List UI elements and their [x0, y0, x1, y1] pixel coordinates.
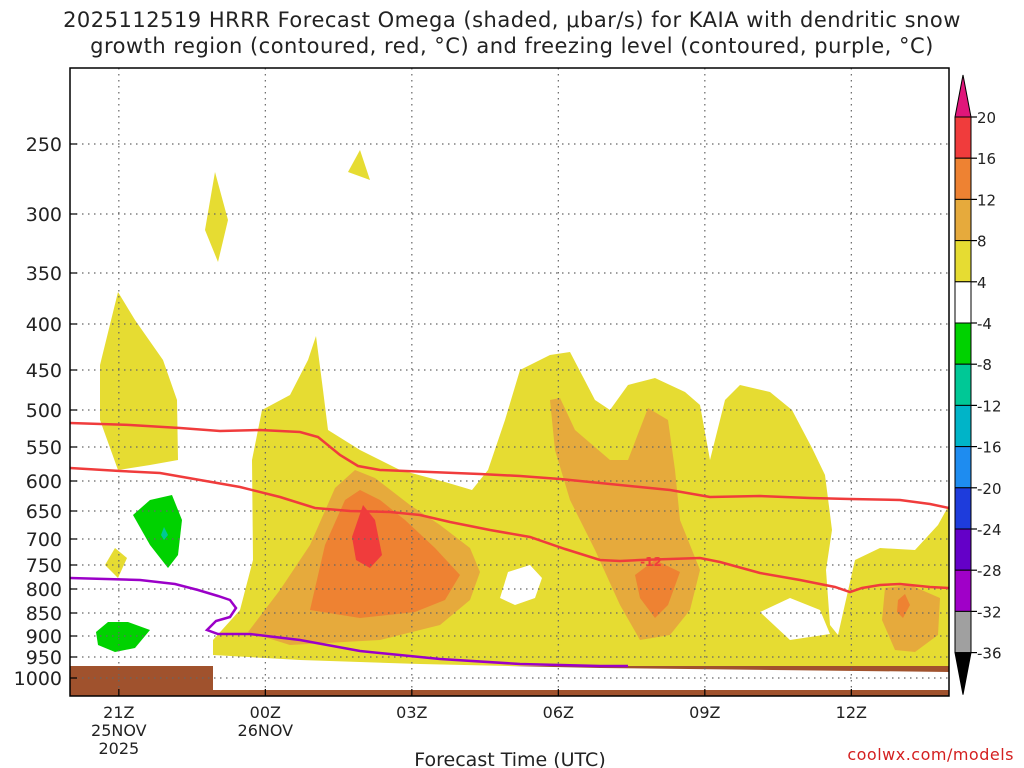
- y-tick-label: 550: [26, 437, 62, 459]
- x-tick-date: 25NOV: [91, 721, 147, 740]
- y-tick-label: 250: [26, 134, 62, 156]
- x-tick-label: 06Z: [543, 703, 574, 722]
- y-tick-label: 300: [26, 204, 62, 226]
- colorbar-swatch: [954, 322, 972, 365]
- colorbar-swatch: [954, 281, 972, 324]
- y-tick-label: 750: [26, 555, 62, 577]
- colorbar-label: 16: [977, 150, 996, 168]
- omega-teal-spot: [161, 527, 168, 540]
- colorbar-top-arrow: [954, 74, 972, 118]
- y-tick-label: 850: [26, 603, 62, 625]
- colorbar-label: -20: [977, 480, 1002, 498]
- colorbar-label: -36: [977, 645, 1002, 663]
- colorbar-swatch: [954, 240, 972, 283]
- x-tick-label: 12Z: [836, 703, 867, 722]
- colorbar-swatch: [954, 198, 972, 242]
- chart-title-line1: 2025112519 HRRR Forecast Omega (shaded, …: [63, 8, 961, 32]
- x-tick-year: 2025: [98, 739, 139, 758]
- chart-title-line2: growth region (contoured, red, °C) and f…: [90, 34, 934, 58]
- x-tick-date: 26NOV: [238, 721, 294, 740]
- y-tick-label: 800: [26, 579, 62, 601]
- contour-label: -12: [640, 555, 662, 569]
- omega-neutral-regions: [213, 565, 949, 690]
- colorbar-swatch: [954, 404, 972, 448]
- colorbar-swatch: [954, 116, 972, 159]
- colorbar-label: -12: [977, 397, 1002, 415]
- colorbar-label: -24: [977, 521, 1002, 539]
- colorbar-swatch: [954, 446, 972, 489]
- colorbar-label: 8: [977, 233, 987, 251]
- omega-negative-regions: [96, 495, 182, 652]
- y-tick-label: 700: [26, 529, 62, 551]
- y-tick-label: 950: [26, 647, 62, 669]
- colorbar-label: -8: [977, 356, 992, 374]
- y-tick-label: 1000: [14, 668, 62, 690]
- colorbar-swatch: [954, 487, 972, 530]
- x-tick-label: 21Z: [103, 703, 134, 722]
- x-tick-label: 03Z: [396, 703, 427, 722]
- colorbar-bottom-arrow: [954, 652, 972, 695]
- x-tick-label: 09Z: [689, 703, 720, 722]
- dgz-contour-lower: [70, 466, 949, 594]
- colorbar-label: 12: [977, 191, 996, 209]
- y-tick-label: 500: [26, 400, 62, 422]
- x-axis-label: Forecast Time (UTC): [414, 749, 605, 768]
- plot-frame: [69, 67, 950, 697]
- y-tick-label: 900: [26, 626, 62, 648]
- colorbar-swatch: [954, 610, 972, 654]
- colorbar-label: -16: [977, 439, 1002, 457]
- colorbar-swatch: [954, 363, 972, 406]
- colorbar: 20 16 12 8 4 -4 -8 -12 -16 -20 -24 -28 -32 -36: [954, 74, 1002, 695]
- y-tick-label: 350: [26, 263, 62, 285]
- x-tick-label: 00Z: [250, 703, 281, 722]
- omega-shading: [70, 150, 949, 696]
- omega-12-16-regions: [310, 490, 910, 618]
- y-tick-label: 650: [26, 501, 62, 523]
- omega-16-20-region: [352, 505, 382, 568]
- y-tick-label: 450: [26, 360, 62, 382]
- colorbar-label: -32: [977, 603, 1002, 621]
- colorbar-label: 20: [977, 109, 996, 127]
- credit-label: coolwx.com/models: [847, 745, 1014, 764]
- colorbar-swatch: [954, 528, 972, 571]
- colorbar-label: 4: [977, 274, 987, 292]
- y-tick-label: 400: [26, 314, 62, 336]
- colorbar-swatch: [954, 569, 972, 612]
- freezing-level-contour: [70, 576, 628, 668]
- colorbar-swatch: [954, 157, 972, 200]
- y-axis: 2503003504004505005506006507007508008509…: [14, 134, 77, 690]
- colorbar-label: -28: [977, 562, 1002, 580]
- contours: [70, 421, 949, 668]
- y-tick-label: 600: [26, 471, 62, 493]
- dgz-contour-upper: [70, 421, 949, 510]
- colorbar-label: -4: [977, 315, 992, 333]
